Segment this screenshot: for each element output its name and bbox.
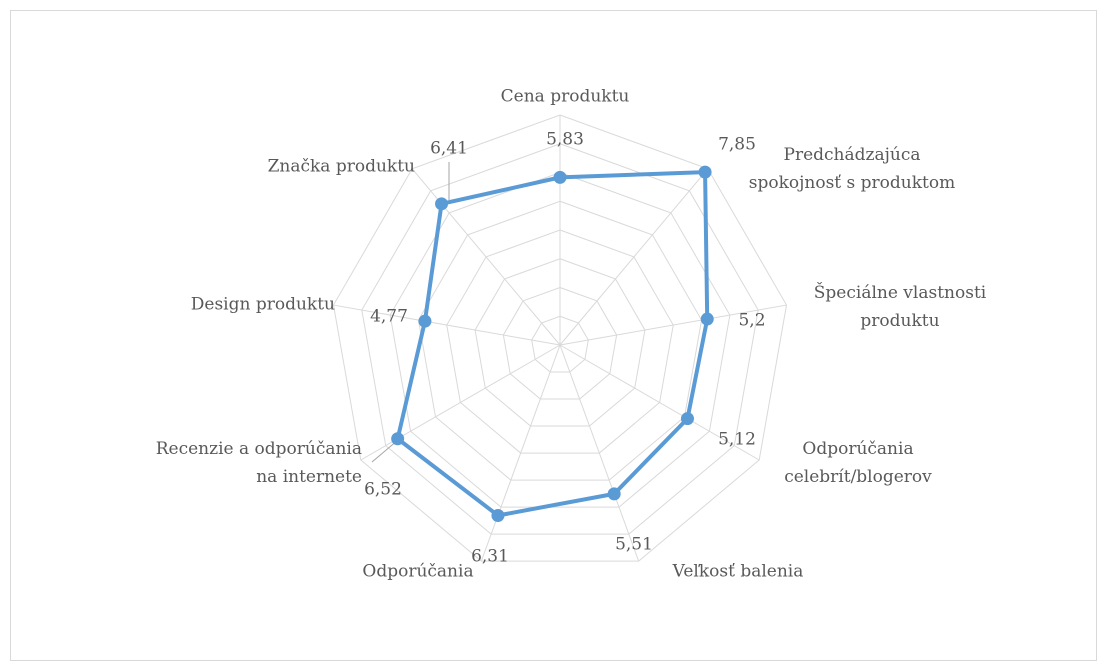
category-label: Značka produktu xyxy=(268,157,415,177)
data-point xyxy=(491,508,505,522)
data-label: 5,12 xyxy=(718,430,756,450)
data-label: 6,52 xyxy=(364,480,402,500)
spoke xyxy=(411,168,561,346)
grid-ring xyxy=(474,258,646,427)
data-label: 6,41 xyxy=(430,139,468,159)
category-label: Odporúčania celebrít/blogerov xyxy=(784,439,932,487)
data-label: 5,83 xyxy=(546,130,584,150)
spoke xyxy=(559,168,709,346)
grid-ring xyxy=(332,114,788,562)
data-label: 7,85 xyxy=(718,135,756,155)
data-point xyxy=(680,412,694,426)
category-label: Predchádzajúca spokojnosť s produktom xyxy=(749,145,955,193)
data-label: 4,77 xyxy=(370,307,408,327)
grid-ring xyxy=(361,143,759,535)
data-point xyxy=(435,197,449,211)
category-label: Špeciálne vlastnosti produktu xyxy=(814,282,987,331)
category-label: Cena produktu xyxy=(501,87,630,107)
data-point xyxy=(391,432,405,446)
grid-ring xyxy=(417,200,703,481)
category-label: Design produktu xyxy=(191,295,335,315)
data-label: 6,31 xyxy=(471,547,509,567)
data-point xyxy=(553,170,567,184)
data-point xyxy=(700,312,714,326)
data-point xyxy=(698,165,712,179)
grid-ring xyxy=(531,315,589,373)
data-label: 5,51 xyxy=(615,535,653,555)
spoke xyxy=(480,344,561,562)
data-label: 5,2 xyxy=(738,311,765,331)
chart-frame xyxy=(10,10,1097,661)
spoke xyxy=(333,304,561,346)
spoke xyxy=(559,304,787,346)
data-point xyxy=(607,487,621,501)
grid-ring xyxy=(389,171,731,508)
grid-ring xyxy=(446,229,674,454)
spoke xyxy=(559,344,760,461)
category-label: Veľkosť balenia xyxy=(672,562,804,582)
series-line xyxy=(395,170,710,518)
category-label: Odporúčania xyxy=(362,562,473,582)
category-label: Recenzie a odporúčania na internete xyxy=(156,439,362,487)
grid-ring xyxy=(502,286,618,400)
data-point xyxy=(418,314,432,328)
spoke xyxy=(559,344,640,562)
